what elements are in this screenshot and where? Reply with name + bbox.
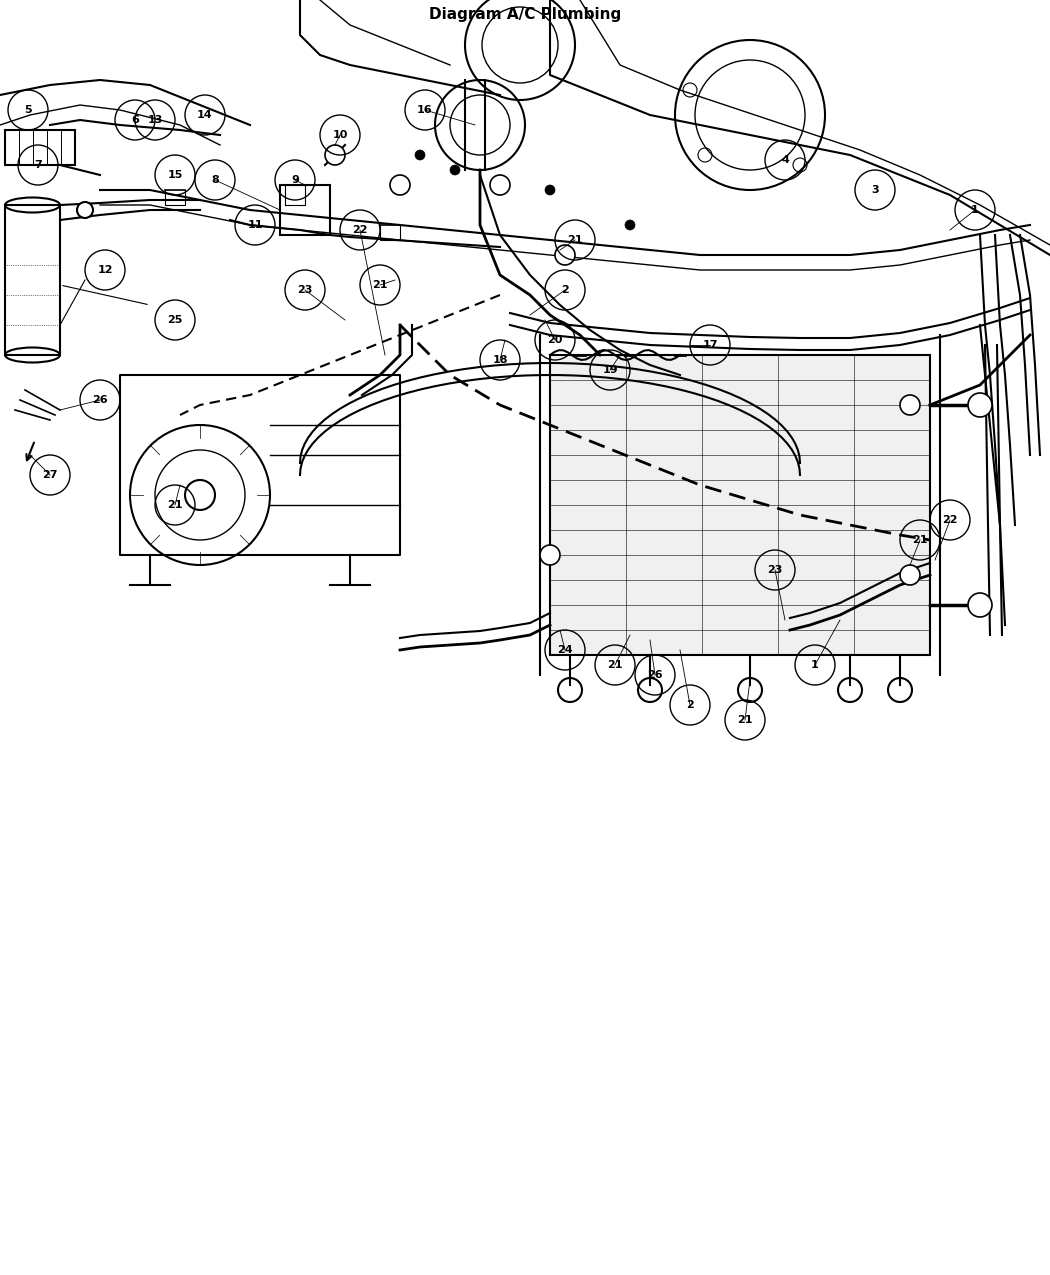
Text: 21: 21 <box>737 715 753 725</box>
Text: 10: 10 <box>332 130 348 140</box>
Text: 27: 27 <box>42 470 58 479</box>
Text: 14: 14 <box>197 110 213 120</box>
Circle shape <box>968 393 992 417</box>
Text: 2: 2 <box>561 286 569 295</box>
Circle shape <box>545 185 555 195</box>
Text: 21: 21 <box>167 500 183 510</box>
Text: 26: 26 <box>92 395 108 405</box>
Text: 16: 16 <box>417 105 433 115</box>
Text: 4: 4 <box>781 156 789 164</box>
Text: 20: 20 <box>547 335 563 346</box>
Text: 22: 22 <box>942 515 958 525</box>
Circle shape <box>390 175 410 195</box>
Text: 6: 6 <box>131 115 139 125</box>
Circle shape <box>625 221 635 230</box>
Bar <box>5 205 60 354</box>
Circle shape <box>555 245 575 265</box>
Text: 25: 25 <box>167 315 183 325</box>
Text: 9: 9 <box>291 175 299 185</box>
Text: 13: 13 <box>147 115 163 125</box>
Circle shape <box>490 175 510 195</box>
Circle shape <box>77 201 93 218</box>
Circle shape <box>326 145 345 164</box>
Circle shape <box>450 164 460 175</box>
Circle shape <box>900 565 920 585</box>
Text: 23: 23 <box>297 286 313 295</box>
Text: 1: 1 <box>811 660 819 669</box>
Text: 12: 12 <box>98 265 112 275</box>
Text: 18: 18 <box>492 354 508 365</box>
Text: 15: 15 <box>167 170 183 180</box>
Text: 2: 2 <box>686 700 694 710</box>
Text: 8: 8 <box>211 175 218 185</box>
Bar <box>120 375 400 555</box>
Text: 19: 19 <box>603 365 617 375</box>
Circle shape <box>900 395 920 414</box>
Circle shape <box>968 593 992 617</box>
Text: Diagram A/C Plumbing: Diagram A/C Plumbing <box>428 8 622 23</box>
Text: 3: 3 <box>872 185 879 195</box>
Text: 17: 17 <box>702 340 718 351</box>
Bar <box>550 354 930 655</box>
Text: 5: 5 <box>24 105 32 115</box>
Text: 21: 21 <box>567 235 583 245</box>
Text: 21: 21 <box>373 280 387 289</box>
Text: 11: 11 <box>247 221 262 230</box>
Circle shape <box>415 150 425 159</box>
Text: 22: 22 <box>352 224 367 235</box>
Text: 7: 7 <box>34 159 42 170</box>
Text: 21: 21 <box>607 660 623 669</box>
Text: 23: 23 <box>768 565 782 575</box>
Bar <box>5 130 75 164</box>
Text: 24: 24 <box>558 645 573 655</box>
Text: 26: 26 <box>647 669 663 680</box>
Text: 1: 1 <box>971 205 979 215</box>
Circle shape <box>540 544 560 565</box>
Bar <box>280 185 330 235</box>
Text: 21: 21 <box>912 536 928 544</box>
